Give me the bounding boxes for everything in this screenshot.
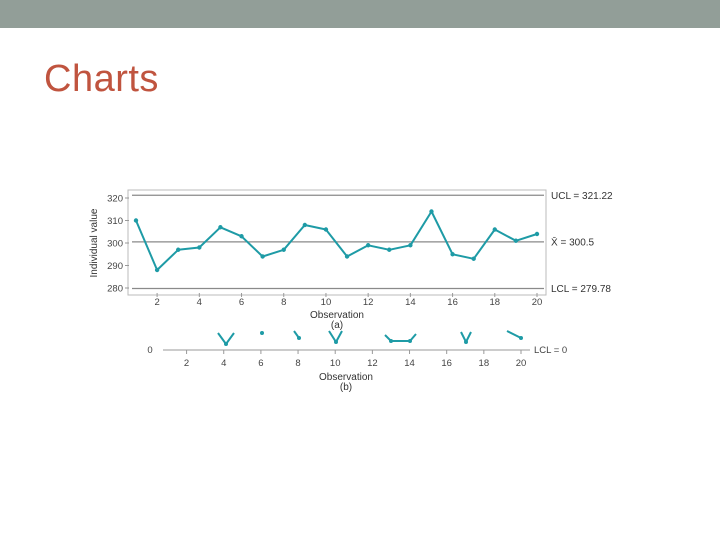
data-point [534, 231, 540, 237]
data-point-b [224, 342, 228, 346]
data-point [133, 218, 139, 223]
data-point [513, 238, 519, 243]
data-point-b [334, 340, 338, 344]
sublabel-b: (b) [340, 382, 352, 393]
data-point [281, 247, 286, 252]
y-tick-label: 300 [107, 239, 123, 250]
x-axis-label-a: Observation [310, 310, 364, 321]
series-b-fragments [217, 330, 523, 346]
sublabel-a: (a) [331, 320, 343, 331]
y-tick-label: 320 [107, 194, 123, 205]
data-point [492, 227, 497, 232]
control-limit-label: UCL = 321.22 [551, 191, 613, 202]
series-b-fragment [384, 333, 417, 342]
x-tick-label: 10 [321, 297, 332, 308]
x-tick-label: 4 [197, 297, 202, 308]
x-tick-label: 6 [239, 297, 244, 308]
y-tick-label: 290 [107, 261, 123, 272]
x-tick-label-b: 18 [479, 358, 490, 369]
data-point [218, 225, 223, 230]
x-tick-label-b: 8 [295, 358, 300, 369]
y-tick-label: 280 [107, 284, 123, 295]
x-tick-label-b: 6 [258, 358, 263, 369]
right-label-b: LCL = 0 [534, 345, 567, 356]
chart-a: UCL = 321.22 X̄ = 300.5 LCL = 279.78 280 29… [89, 189, 613, 331]
x-tick-label: 18 [490, 297, 501, 308]
data-point [176, 247, 181, 252]
x-tick-label-b: 16 [441, 358, 452, 369]
series-line [135, 210, 538, 271]
control-limit-label: LCL = 279.78 [551, 284, 611, 295]
data-point [154, 267, 160, 273]
data-point-b [408, 339, 412, 343]
x-tick-label-b: 20 [516, 358, 527, 369]
x-tick-label: 16 [447, 297, 458, 308]
data-point [344, 254, 350, 259]
x-tick-label: 20 [532, 297, 543, 308]
series-b-fragment [506, 330, 522, 339]
y-axis-label: Individual value [89, 208, 100, 277]
data-point-b [464, 340, 468, 344]
data-point [239, 234, 244, 239]
data-point-b [519, 336, 523, 340]
data-point [323, 227, 329, 232]
data-point-b [297, 336, 301, 340]
x-tick-label: 12 [363, 297, 374, 308]
slide-title: Charts [44, 58, 159, 100]
data-point [365, 243, 371, 248]
data-point [260, 254, 265, 259]
x-tick-label: 8 [281, 297, 286, 308]
data-point-b [260, 331, 264, 335]
data-point [387, 247, 392, 252]
y-tick-label: 310 [107, 216, 123, 227]
data-point [450, 252, 455, 257]
x-tick-label-b: 14 [404, 358, 415, 369]
x-tick-label-b: 12 [367, 358, 378, 369]
x-tick-label: 2 [154, 297, 159, 308]
data-point [408, 243, 413, 248]
x-tick-label: 14 [405, 297, 416, 308]
data-point [302, 222, 308, 228]
x-tick-label-b: 10 [330, 358, 341, 369]
x-axis-label-b: Observation [319, 372, 373, 383]
control-limit-label: X̄ = 300.5 [551, 236, 595, 249]
left-label-b: 0 [147, 345, 152, 356]
chart-b: 2 4 6 8 10 12 14 16 18 20 0 LCL = 0 Observation (… [147, 330, 567, 393]
data-point [471, 256, 476, 261]
data-point [197, 245, 202, 250]
data-point [429, 209, 434, 214]
x-tick-label-b: 4 [221, 358, 226, 369]
data-point-b [389, 339, 393, 343]
top-bar [0, 0, 720, 28]
x-tick-label-b: 2 [184, 358, 189, 369]
